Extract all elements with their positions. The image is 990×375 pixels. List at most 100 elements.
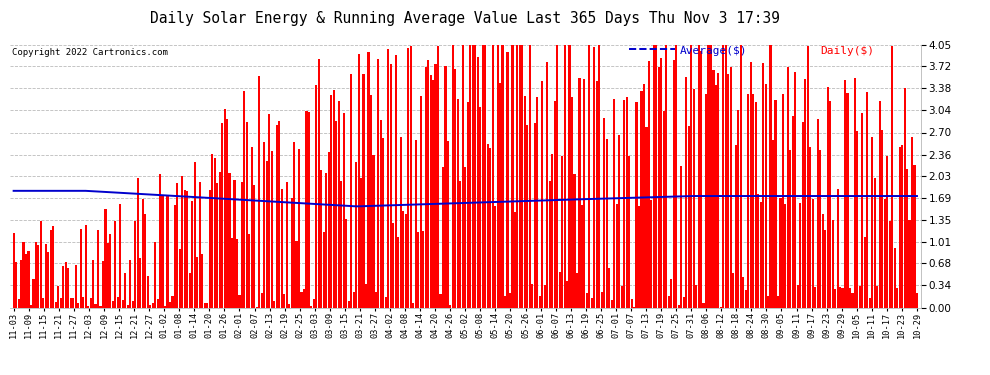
Bar xyxy=(466,102,469,308)
Bar xyxy=(670,279,672,308)
Bar xyxy=(713,70,715,308)
Bar xyxy=(782,94,784,308)
Bar xyxy=(250,147,252,308)
Bar xyxy=(69,298,71,307)
Bar xyxy=(886,156,888,308)
Bar xyxy=(263,142,265,308)
Bar xyxy=(395,55,397,308)
Bar xyxy=(326,173,328,308)
Bar xyxy=(909,220,911,308)
Bar xyxy=(576,273,578,308)
Bar xyxy=(583,79,585,308)
Bar xyxy=(135,221,137,308)
Bar xyxy=(507,52,509,308)
Bar xyxy=(817,119,819,308)
Bar xyxy=(181,177,183,308)
Bar xyxy=(588,45,590,308)
Bar xyxy=(109,234,112,308)
Bar xyxy=(59,298,61,307)
Bar xyxy=(911,137,913,308)
Bar xyxy=(581,205,583,308)
Bar xyxy=(665,45,667,308)
Bar xyxy=(519,45,521,308)
Bar xyxy=(517,45,519,308)
Bar xyxy=(145,214,147,308)
Bar xyxy=(553,101,555,308)
Bar xyxy=(725,45,727,308)
Bar xyxy=(132,302,134,307)
Bar xyxy=(752,94,754,308)
Bar xyxy=(645,127,647,308)
Bar xyxy=(201,255,203,308)
Bar xyxy=(601,291,603,308)
Text: Daily Solar Energy & Running Average Value Last 365 Days Thu Nov 3 17:39: Daily Solar Energy & Running Average Val… xyxy=(150,11,780,26)
Bar xyxy=(891,46,893,308)
Bar xyxy=(896,288,898,308)
Bar xyxy=(613,99,615,308)
Bar xyxy=(662,111,665,308)
Bar xyxy=(154,242,156,308)
Bar xyxy=(859,286,861,308)
Bar xyxy=(636,102,638,308)
Bar xyxy=(784,204,786,308)
Bar xyxy=(52,226,54,308)
Bar xyxy=(191,201,193,308)
Bar xyxy=(176,183,178,308)
Bar xyxy=(117,297,119,307)
Bar xyxy=(832,220,834,308)
Bar xyxy=(456,99,459,308)
Bar xyxy=(779,198,781,308)
Bar xyxy=(382,138,384,308)
Bar xyxy=(341,182,343,308)
Bar xyxy=(710,45,712,308)
Bar xyxy=(119,204,122,308)
Bar xyxy=(638,206,641,308)
Bar xyxy=(104,209,107,308)
Bar xyxy=(20,260,22,308)
Bar xyxy=(916,294,918,308)
Bar xyxy=(67,268,69,308)
Bar xyxy=(451,45,454,308)
Bar xyxy=(390,64,392,308)
Bar xyxy=(156,298,158,307)
Bar xyxy=(311,306,313,308)
Bar xyxy=(603,118,605,308)
Bar xyxy=(647,61,650,308)
Bar xyxy=(804,79,806,308)
Bar xyxy=(333,90,335,308)
Bar xyxy=(819,150,822,308)
Bar xyxy=(874,178,876,308)
Bar xyxy=(260,293,263,308)
Bar xyxy=(529,45,531,308)
Bar xyxy=(372,155,374,308)
Bar xyxy=(229,172,231,308)
Bar xyxy=(762,63,764,308)
Bar xyxy=(556,45,558,308)
Bar xyxy=(558,272,560,308)
Bar xyxy=(548,180,550,308)
Bar xyxy=(84,225,87,308)
Bar xyxy=(730,67,732,308)
Bar xyxy=(628,156,631,308)
Bar xyxy=(432,80,434,308)
Bar xyxy=(843,80,846,308)
Bar xyxy=(285,182,288,308)
Bar xyxy=(194,162,196,308)
Bar xyxy=(502,45,504,308)
Bar xyxy=(179,249,181,308)
Bar xyxy=(618,135,620,308)
Bar xyxy=(861,113,863,308)
Bar xyxy=(593,47,595,308)
Bar xyxy=(94,304,97,307)
Bar xyxy=(742,277,744,308)
Bar xyxy=(308,112,310,308)
Bar xyxy=(64,262,66,308)
Bar xyxy=(48,252,50,308)
Bar xyxy=(744,290,746,308)
Bar xyxy=(667,296,670,307)
Bar xyxy=(214,158,216,308)
Bar xyxy=(881,130,883,308)
Bar xyxy=(546,62,548,308)
Bar xyxy=(848,288,851,308)
Bar xyxy=(338,100,340,308)
